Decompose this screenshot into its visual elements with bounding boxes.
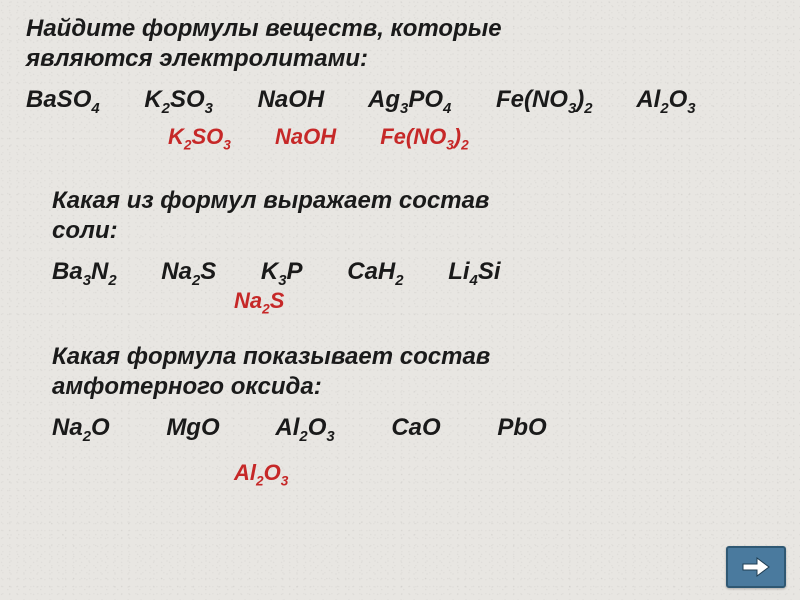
q3-prompt-line1: Какая формула показывает состав — [52, 342, 490, 372]
q2-prompt: Какая из формул выражает состав соли: — [52, 186, 489, 246]
q2-prompt-line1: Какая из формул выражает состав — [52, 186, 489, 216]
f: NaOH — [258, 86, 325, 113]
f: CaO — [391, 414, 440, 441]
q1-prompt-line2: являются электролитами: — [26, 44, 502, 74]
ans: Fe(NO3)2 — [380, 124, 468, 149]
f: CaH2 — [347, 258, 403, 285]
next-button[interactable] — [726, 546, 786, 588]
q2-formulas: Ba3N2 Na2S K3P CaH2 Li4Si — [52, 256, 501, 291]
q1-answers: K2SO3 NaOH Fe(NO3)2 — [168, 124, 469, 152]
q2-answer: Na2S — [234, 288, 284, 316]
ans: Na2S — [234, 288, 284, 313]
ans: K2SO3 — [168, 124, 231, 149]
f: Al2O3 — [636, 86, 695, 113]
f: Na2O — [52, 414, 110, 441]
q1-prompt: Найдите формулы веществ, которые являютс… — [26, 14, 502, 74]
f: MgO — [166, 414, 219, 441]
f: Li4Si — [448, 258, 500, 285]
q1-formulas: BaSO4 K2SO3 NaOH Ag3PO4 Fe(NO3)2 Al2O3 — [26, 84, 786, 119]
ans: Al2O3 — [234, 460, 288, 485]
ans: NaOH — [275, 124, 336, 149]
arrow-right-icon — [741, 556, 771, 578]
f: BaSO4 — [26, 86, 100, 113]
f: Fe(NO3)2 — [496, 86, 593, 113]
f: K3P — [261, 258, 303, 285]
f: PbO — [497, 414, 546, 441]
f: K2SO3 — [144, 86, 213, 113]
f: Ba3N2 — [52, 258, 117, 285]
f: Na2S — [161, 258, 216, 285]
q1-prompt-line1: Найдите формулы веществ, которые — [26, 14, 502, 44]
q3-prompt-line2: амфотерного оксида: — [52, 372, 490, 402]
f: Ag3PO4 — [368, 86, 451, 113]
q3-answer: Al2O3 — [234, 460, 288, 488]
q3-formulas: Na2O MgO Al2O3 CaO PbO — [52, 412, 547, 447]
q2-prompt-line2: соли: — [52, 216, 489, 246]
f: Al2O3 — [275, 414, 334, 441]
q3-prompt: Какая формула показывает состав амфотерн… — [52, 342, 490, 402]
